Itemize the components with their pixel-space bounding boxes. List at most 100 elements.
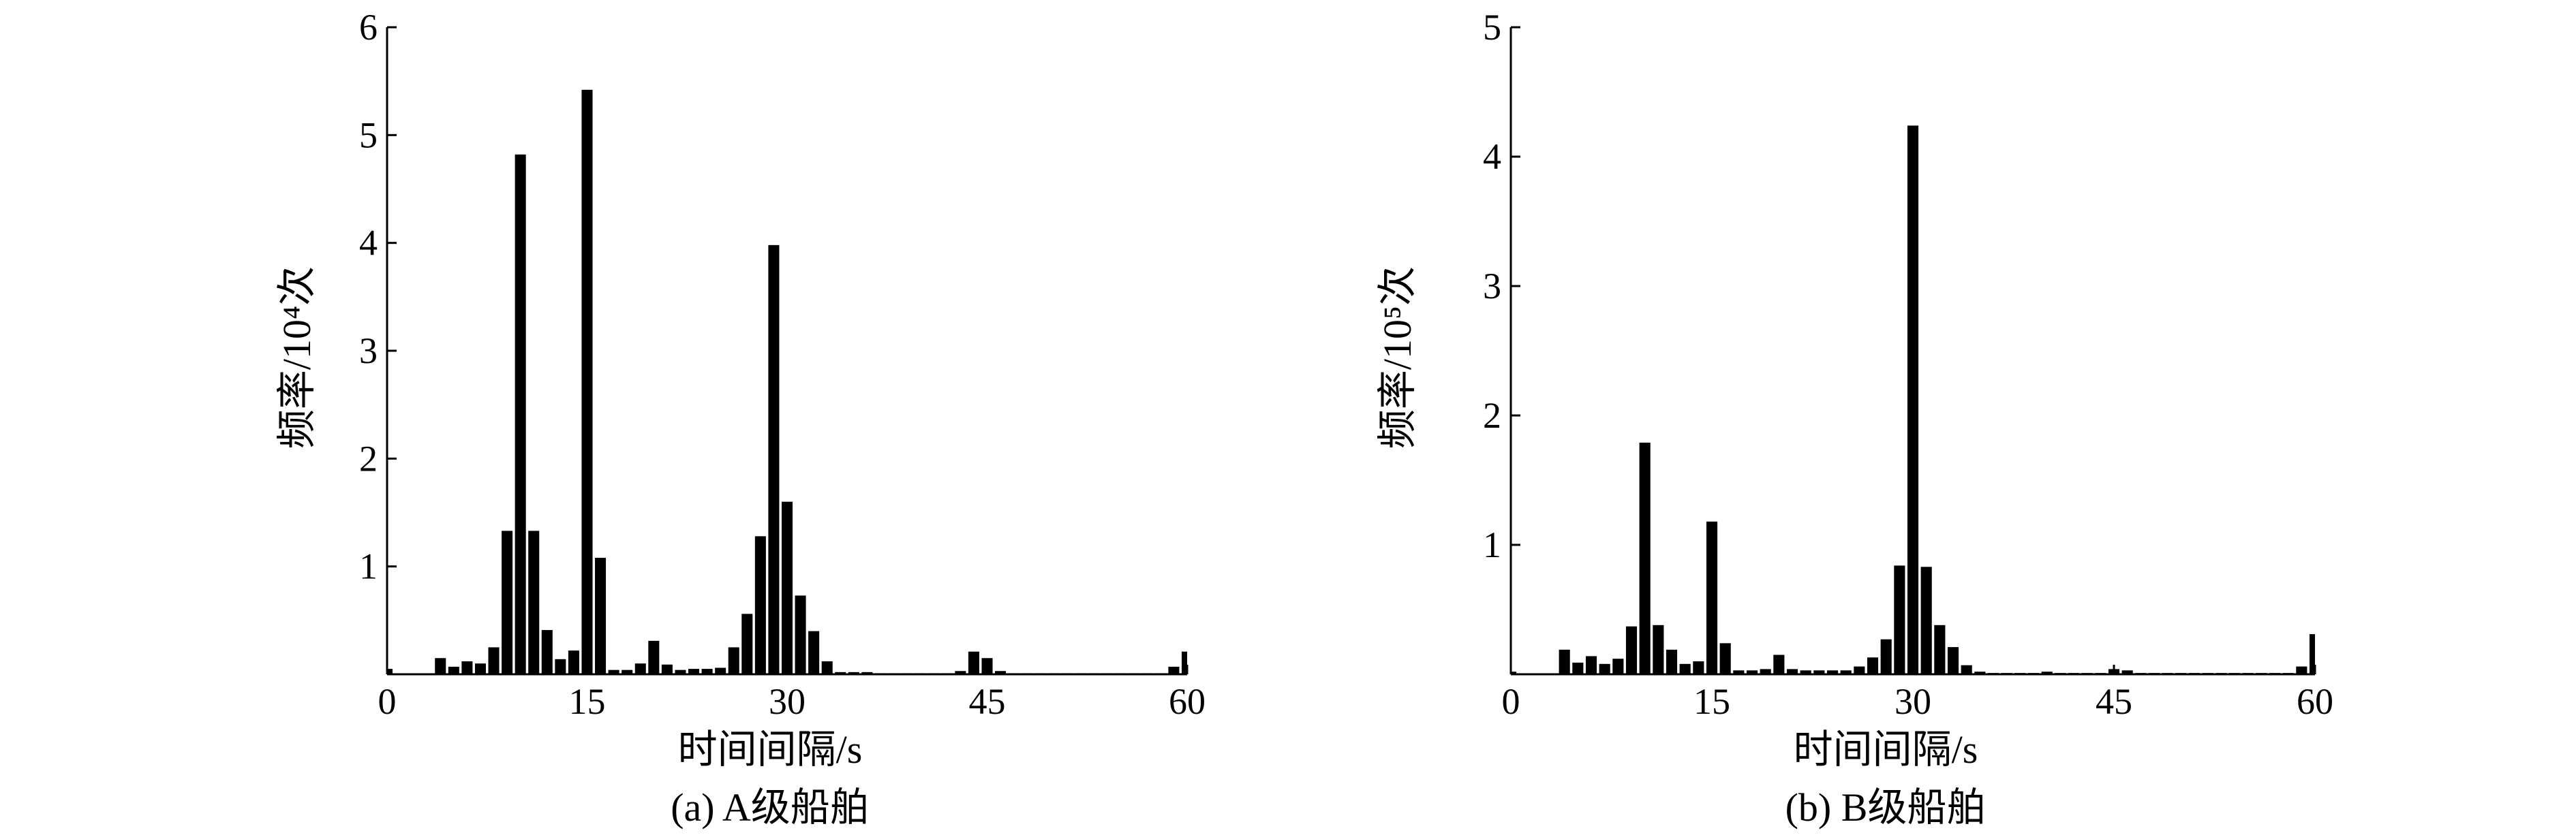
chart-b-y-tick-label: 4 [1483,136,1501,177]
chart-b-bar [1854,666,1865,674]
chart-b-bar [1559,649,1570,674]
chart-a-bar [701,669,713,674]
chart-b-bar [1599,663,1610,674]
chart-a-bar [728,647,739,674]
chart-b-bars [1511,125,2315,674]
chart-b-x-tick-label: 60 [2297,681,2333,722]
chart-b-bar [1760,669,1771,674]
chart-a-bar [461,661,473,674]
chart-b-bar [2041,672,2053,674]
chart-a-y-axis-label: 频率/10⁴次 [275,266,319,449]
chart-b-bar [1974,672,1986,674]
chart-b-bar [1719,643,1731,674]
chart-b-bar [1693,661,1704,674]
chart-b-y-tick-label: 1 [1483,524,1501,565]
chart-b-caption: (b) B级船舶 [1785,785,1987,830]
chart-a-bar [648,640,660,674]
chart-a-bar [821,661,833,674]
chart-a-bar [995,671,1007,674]
chart-a-y-tick-label: 6 [359,7,378,48]
chart-a-bar [768,245,780,675]
chart-b-x-tick-label: 0 [1502,681,1520,722]
chart-b-bar [1840,670,1852,674]
chart-a-bar [555,659,566,674]
chart-a-x-tick-label: 45 [969,681,1006,722]
chart-b-bar [1813,670,1825,674]
chart-a-bar [568,650,579,674]
chart-b-bar [1947,647,1959,674]
chart-a-bar [634,663,646,674]
chart-a-bar [848,672,859,674]
chart-a-y-tick-label: 2 [359,438,378,479]
chart-a-bar [448,666,459,674]
chart-b-bar [1894,565,1905,674]
chart-a-bar [515,154,526,674]
chart-a-x-tick-label: 30 [769,681,806,722]
chart-b-y-tick-label: 5 [1483,7,1501,48]
chart-b-bar [1934,625,1946,674]
chart-a-bar [968,651,979,674]
chart-a-bar [861,672,873,674]
chart-a-bar [835,672,846,674]
chart-a-bar [502,531,513,674]
chart-b-bar [2121,670,2133,674]
chart-b-bar [1572,662,1584,674]
chart-b-bar [1679,663,1691,674]
chart-b-bar [1880,639,1892,674]
chart-a-bar [528,531,540,674]
chart-a-x-axis-label: 时间间隔/s [678,727,863,772]
chart-b-bar [1733,670,1745,674]
chart-a-bar [955,671,966,674]
chart-a-y-tick-label: 4 [359,223,378,264]
chart-b-x-tick-label: 30 [1895,681,1931,722]
chart-b-bar [1826,670,1839,674]
chart-a-bar [808,631,820,674]
chart-b-bar [1625,626,1638,674]
chart-a-caption: (a) A级船舶 [671,785,870,830]
chart-b-bar [1746,670,1758,674]
chart-b-bar [1666,649,1678,674]
chart-b-bar [1920,567,1932,674]
chart-b-x-tick-label: 15 [1693,681,1730,722]
chart-b-bar [1961,665,1972,674]
chart-a-x-tick-label: 60 [1169,681,1206,722]
chart-a-bar [715,667,726,674]
chart-b-x-axis-label: 时间间隔/s [1794,727,1978,772]
chart-b-bar [1867,657,1879,674]
chart-a-bar [675,669,686,674]
chart-a-y-tick-label: 3 [359,330,378,371]
chart-b-y-tick-label: 2 [1483,395,1501,436]
chart-a-bar [595,558,607,674]
chart-b-bar [1706,521,1718,674]
chart-a-bars [387,89,1187,675]
chart-a-bar [781,501,793,674]
chart-b-bar [1786,669,1798,674]
chart-a-bar [754,536,766,674]
chart-a-bar [1168,666,1180,674]
chart-a-bar [541,630,553,674]
chart-b-bar [1907,125,1919,674]
chart-b-bar [1653,625,1664,674]
chart-a-bar [608,669,619,674]
chart-a-bar [795,595,806,674]
chart-a-x-tick-label: 0 [378,681,397,722]
chart-a-y-tick-label: 5 [359,114,378,155]
chart-a-bar [1181,651,1187,674]
chart-a-bar [622,669,633,674]
chart-b-y-axis-label: 频率/10⁵次 [1375,266,1420,449]
chart-a-bar [474,663,486,674]
chart-b-bar [2296,666,2307,674]
chart-a-bar [488,647,500,674]
chart-a-bar [581,89,593,674]
chart-b-bar [2309,634,2315,674]
chart-b-bar [1773,655,1785,674]
chart-b-bar [1639,442,1651,674]
chart-a-bar [661,664,673,674]
chart-a-x-tick-label: 15 [569,681,606,722]
chart-a-y-tick-label: 1 [359,546,378,587]
